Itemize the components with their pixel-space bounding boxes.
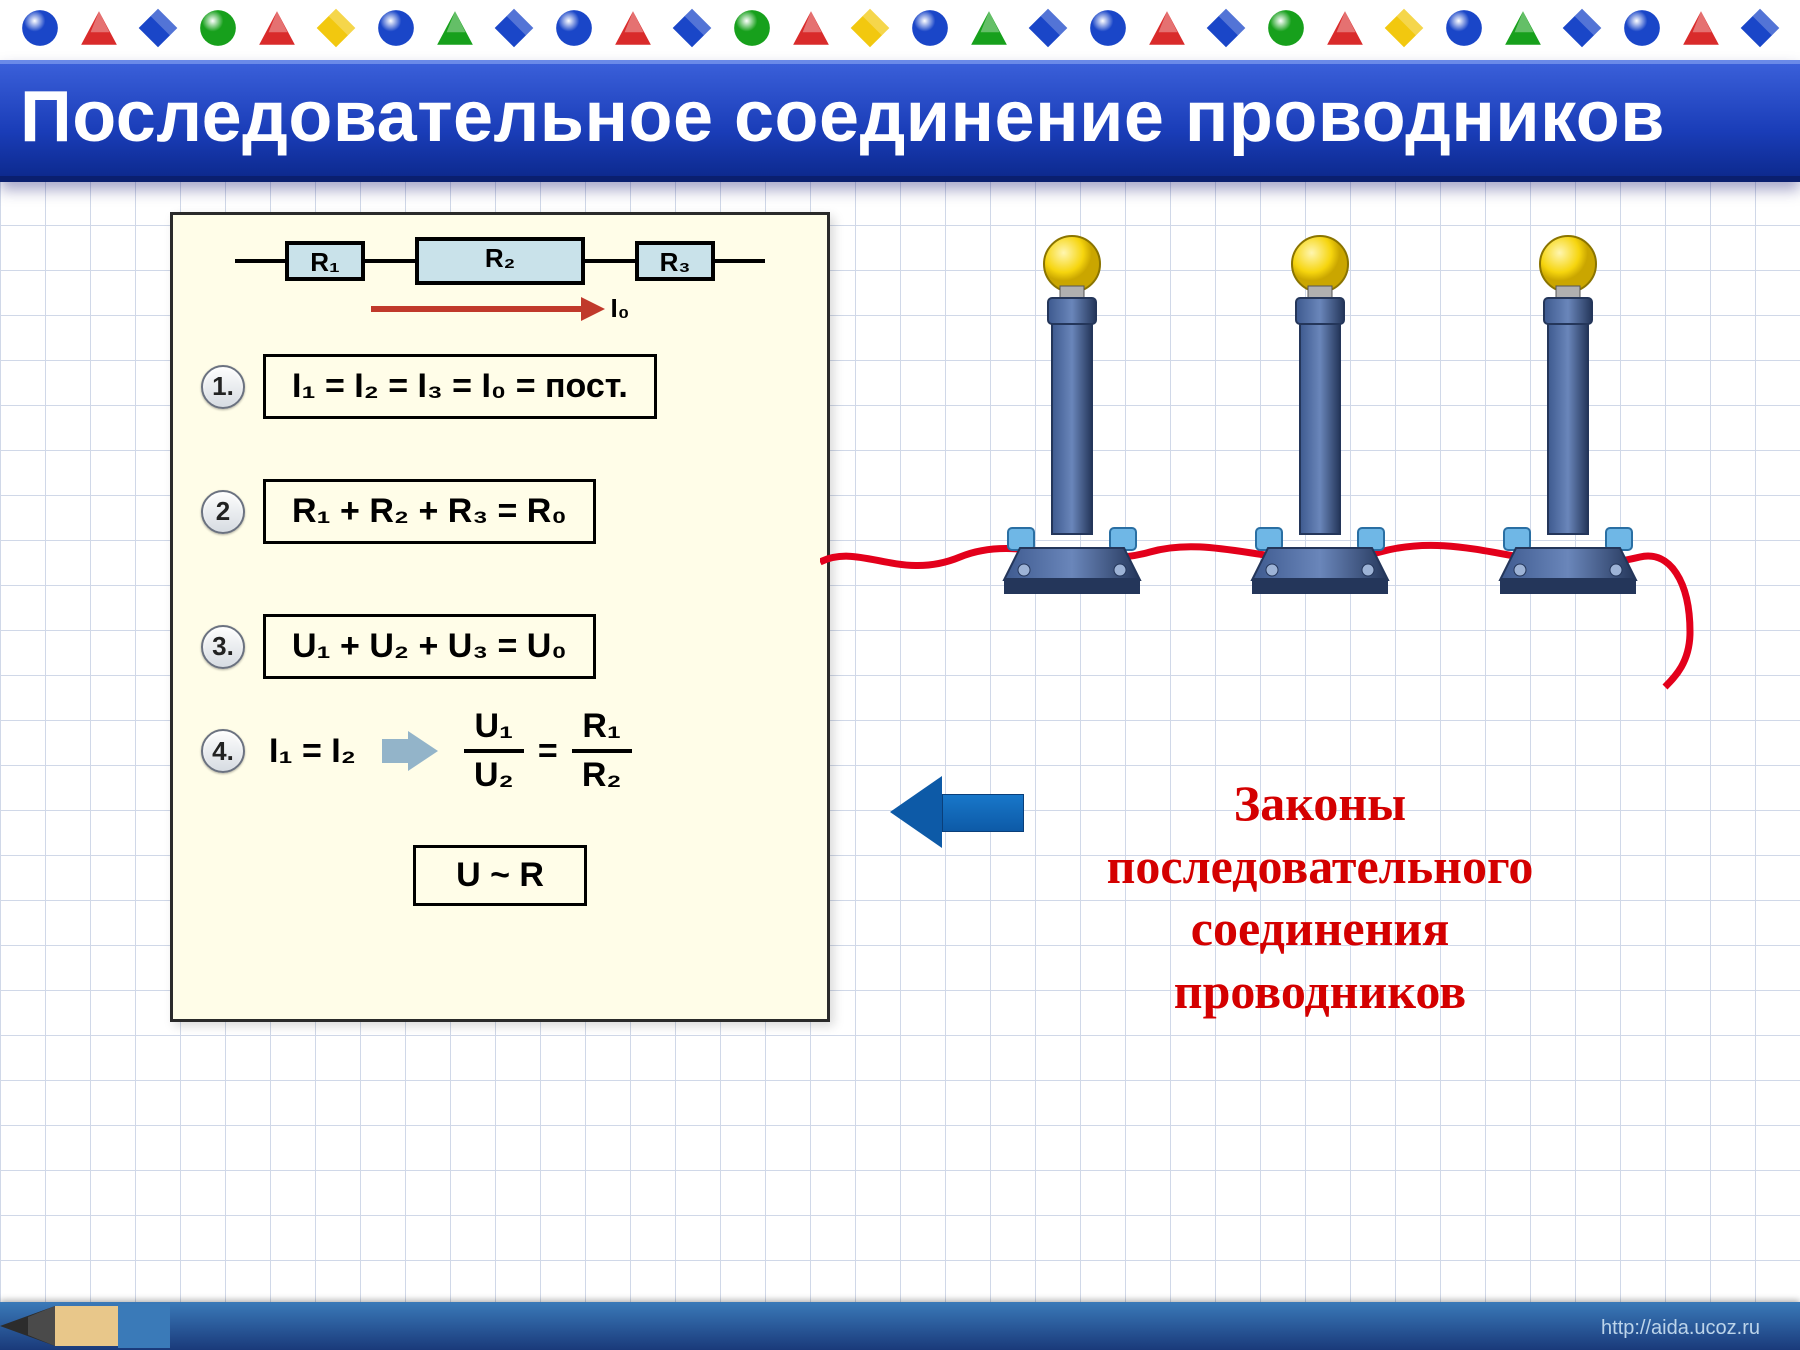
formula-row-2: 2 R₁ + R₂ + R₃ = R₀ — [201, 479, 819, 544]
circle-icon — [1621, 7, 1663, 54]
formula-row-3: 3. U₁ + U₂ + U₃ = U₀ — [201, 614, 819, 679]
diamond-icon — [1205, 7, 1247, 54]
lamp-stands-row — [870, 232, 1770, 602]
circle-icon — [19, 7, 61, 54]
triangle-icon — [78, 7, 120, 54]
bullet-2: 2 — [201, 490, 245, 534]
footer-url: http://aida.ucoz.ru — [1601, 1317, 1760, 1340]
left-arrow-icon — [890, 776, 942, 848]
circle-icon — [1087, 7, 1129, 54]
resistor-r1: R₁ — [285, 241, 365, 281]
lamp-stand — [1498, 232, 1638, 602]
formula-3: U₁ + U₂ + U₃ = U₀ — [263, 614, 596, 679]
formula-row-4: 4. I₁ = I₂ U₁U₂ = R₁R₂ — [201, 707, 819, 795]
triangle-icon — [1502, 7, 1544, 54]
formula-2: R₁ + R₂ + R₃ = R₀ — [263, 479, 596, 544]
footer-bar — [0, 1302, 1800, 1350]
triangle-icon — [434, 7, 476, 54]
lamp-stand — [1002, 232, 1142, 602]
diamond-icon — [671, 7, 713, 54]
circle-icon — [909, 7, 951, 54]
title-banner: Последовательное соединение проводников — [0, 60, 1800, 182]
lamp-stand — [1250, 232, 1390, 602]
triangle-icon — [612, 7, 654, 54]
pencil-tip-icon — [0, 1302, 170, 1350]
diamond-icon — [1739, 7, 1781, 54]
caption-text: Законы последовательного соединения пров… — [1020, 772, 1620, 1022]
resistor-r2: R₂ — [415, 237, 585, 285]
triangle-icon — [1324, 7, 1366, 54]
bullet-3: 3. — [201, 625, 245, 669]
diamond-icon — [493, 7, 535, 54]
triangle-icon — [790, 7, 832, 54]
formulas-panel: R₁ R₂ R₃ I₀ 1. I₁ = I₂ = I₃ = I₀ = пост.… — [170, 212, 830, 1022]
diamond-icon — [1561, 7, 1603, 54]
bullet-1: 1. — [201, 365, 245, 409]
formula-bottom: U ~ R — [413, 845, 587, 906]
circle-icon — [197, 7, 239, 54]
diamond-icon — [137, 7, 179, 54]
diamond-icon — [849, 7, 891, 54]
triangle-icon — [1680, 7, 1722, 54]
diamond-icon — [1383, 7, 1425, 54]
bullet-4: 4. — [201, 729, 245, 773]
caption-row: Законы последовательного соединения пров… — [870, 772, 1770, 1022]
triangle-icon — [968, 7, 1010, 54]
diamond-icon — [1027, 7, 1069, 54]
diamond-icon — [315, 7, 357, 54]
implies-arrow-icon — [408, 731, 438, 771]
series-circuit-diagram: R₁ R₂ R₃ — [181, 237, 819, 285]
page-title: Последовательное соединение проводников — [20, 76, 1780, 158]
shape-strip — [0, 0, 1800, 60]
circle-icon — [375, 7, 417, 54]
formula-1: I₁ = I₂ = I₃ = I₀ = пост. — [263, 354, 657, 419]
triangle-icon — [1146, 7, 1188, 54]
illustration-area: Законы последовательного соединения пров… — [870, 212, 1770, 1022]
current-label: I₀ — [611, 293, 630, 324]
formula-4-lhs: I₁ = I₂ — [269, 732, 356, 771]
circle-icon — [731, 7, 773, 54]
formula-4-fraction: U₁U₂ = R₁R₂ — [464, 707, 632, 795]
circle-icon — [553, 7, 595, 54]
current-arrow: I₀ — [181, 293, 819, 324]
triangle-icon — [256, 7, 298, 54]
circle-icon — [1265, 7, 1307, 54]
formula-row-1: 1. I₁ = I₂ = I₃ = I₀ = пост. — [201, 354, 819, 419]
circle-icon — [1443, 7, 1485, 54]
resistor-r3: R₃ — [635, 241, 715, 281]
